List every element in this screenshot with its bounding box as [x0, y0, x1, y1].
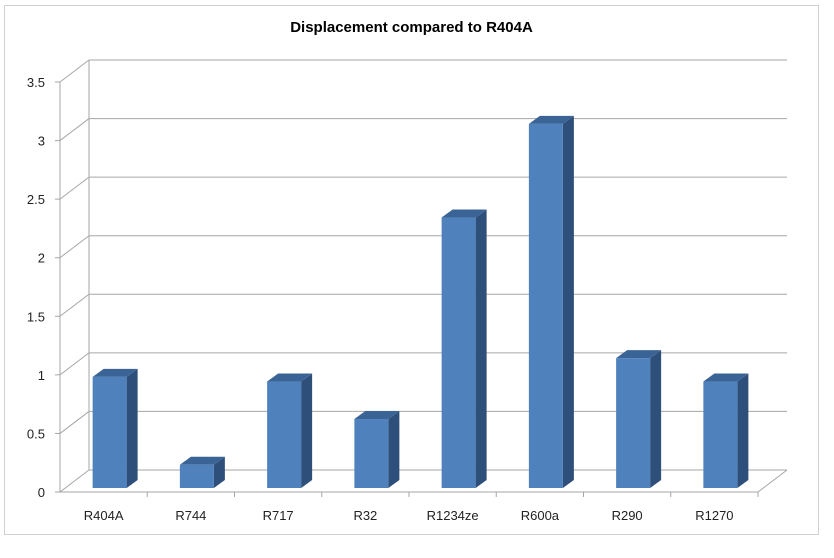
bar-top: [267, 373, 313, 382]
bar-side: [562, 115, 574, 488]
bar-top: [703, 373, 749, 382]
bar-top: [354, 411, 400, 420]
y-tick-label: 1: [38, 368, 45, 383]
bar-top: [528, 115, 574, 124]
x-tick-label: R1234ze: [427, 508, 479, 523]
x-tick-label: R290: [612, 508, 643, 523]
bar: [179, 464, 214, 488]
y-tick-label: 2.5: [27, 192, 45, 207]
x-tick-label: R32: [353, 508, 377, 523]
gridline-diagonal: [59, 411, 90, 434]
bar-top: [441, 209, 487, 218]
bar: [616, 358, 651, 488]
bar-side: [213, 456, 225, 488]
gridline-diagonal: [59, 118, 90, 141]
bar-side: [650, 350, 662, 488]
x-tick-label: R1270: [695, 508, 733, 523]
y-tick-label: 3.5: [27, 75, 45, 90]
y-tick-label: 0.5: [27, 426, 45, 441]
y-tick-label: 3: [38, 134, 45, 149]
bar: [354, 419, 389, 488]
bar: [92, 376, 127, 488]
bar: [703, 381, 738, 488]
gridline-diagonal: [59, 176, 90, 200]
gridline-diagonal: [59, 59, 90, 83]
y-tick-label: 0: [38, 485, 45, 500]
bar: [267, 381, 302, 488]
floor-right-edge: [757, 469, 788, 493]
bar-side: [126, 368, 138, 488]
gridline-diagonal: [59, 469, 90, 493]
x-tick-label: R717: [263, 508, 294, 523]
chart-frame: Displacement compared to R404A: [4, 5, 819, 535]
bar-side: [301, 373, 313, 488]
bar-side: [388, 411, 400, 488]
bar: [528, 123, 563, 488]
gridline-diagonal: [59, 293, 90, 317]
bar-side: [737, 373, 749, 488]
bar-side: [475, 209, 487, 489]
y-tick-label: 1.5: [27, 309, 45, 324]
x-tick-label: R600a: [521, 508, 560, 523]
x-tick-label: R744: [175, 508, 206, 523]
bar: [441, 217, 476, 489]
bar-top: [179, 456, 225, 465]
chart-title: Displacement compared to R404A: [290, 19, 533, 36]
x-tick-label: R404A: [84, 508, 124, 523]
bar-top: [92, 368, 138, 377]
y-tick-label: 2: [38, 251, 45, 266]
gridline-diagonal: [59, 352, 90, 376]
bar-top: [616, 350, 662, 359]
gridline-diagonal: [59, 235, 90, 259]
